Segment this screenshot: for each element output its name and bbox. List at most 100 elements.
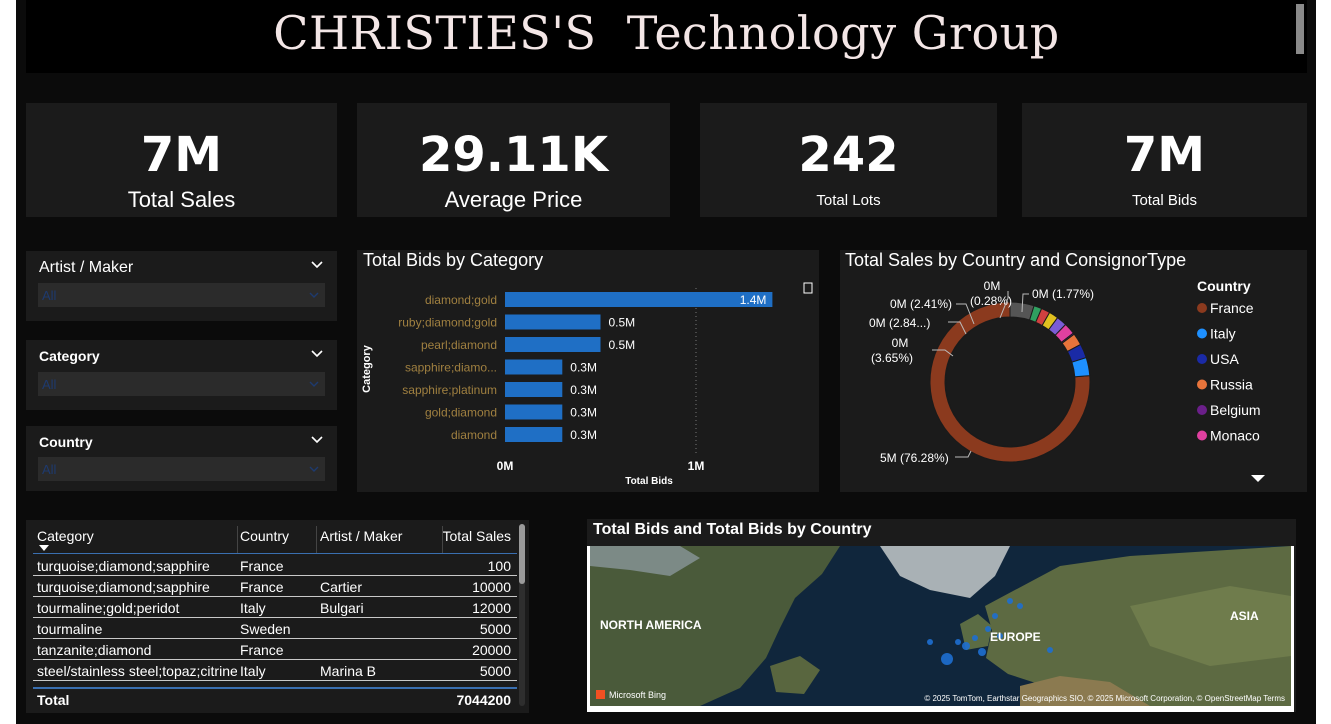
chevron-down-icon[interactable] bbox=[311, 434, 323, 446]
map-bubble[interactable] bbox=[985, 626, 991, 632]
data-label-russia: 0M (2.41%) bbox=[890, 297, 952, 311]
legend-item-label[interactable]: France bbox=[1210, 300, 1254, 316]
table-row[interactable]: tourmaline Sweden 5000 bbox=[33, 618, 517, 639]
table-cell: 12000 bbox=[472, 600, 511, 616]
kpi-label: Total Sales bbox=[127, 187, 236, 212]
bar-group: diamond;gold 1.4M ruby;diamond;gold 0.5M pea… bbox=[398, 292, 773, 442]
title-bar: CHRISTIES'S Technology Group bbox=[26, 0, 1307, 73]
bar[interactable] bbox=[505, 337, 601, 352]
map-bubble[interactable] bbox=[941, 653, 953, 665]
map-bubble[interactable] bbox=[1047, 647, 1053, 653]
kpi-card-total-bids[interactable]: 7M Total Bids bbox=[1022, 103, 1307, 217]
legend-item-label[interactable]: USA bbox=[1210, 351, 1239, 367]
slicer-country[interactable]: Country All bbox=[26, 426, 337, 491]
kpi-value: 7M bbox=[140, 127, 223, 183]
data-label-france: 5M (76.28%) bbox=[880, 451, 949, 465]
data-label-italy-pct: (3.65%) bbox=[871, 351, 913, 365]
kpi-card-average-price[interactable]: 29.11K Average Price bbox=[357, 103, 670, 217]
map-frame: NORTH AMERICA EUROPE ASIA Microsoft Bing… bbox=[587, 546, 1294, 712]
map-bubble[interactable] bbox=[927, 639, 933, 645]
bar-chart[interactable]: Category Total Bids 0M 1M diamond;gold 1.… bbox=[357, 250, 819, 492]
kpi-card-total-lots[interactable]: 242 Total Lots bbox=[700, 103, 997, 217]
table-cell: Marina B bbox=[320, 663, 377, 679]
data-label-other: 0M (1.77%) bbox=[1032, 287, 1094, 301]
column-header-category[interactable]: Category bbox=[37, 528, 94, 544]
legend-item-label[interactable]: Monaco bbox=[1210, 428, 1260, 444]
bar-chart-xlabel: Total Bids bbox=[625, 476, 673, 487]
focus-mode-icon[interactable] bbox=[803, 282, 813, 294]
legend-item-label[interactable]: Italy bbox=[1210, 326, 1236, 342]
table-row[interactable]: turquoise;diamond;sapphire France Cartier 1… bbox=[33, 576, 517, 597]
kpi-value: 29.11K bbox=[418, 127, 609, 183]
map-view[interactable]: NORTH AMERICA EUROPE ASIA Microsoft Bing… bbox=[590, 546, 1291, 706]
slicer-category[interactable]: Category All bbox=[26, 340, 337, 410]
sort-descending-icon[interactable] bbox=[39, 545, 49, 552]
donut-chart-panel[interactable]: Total Sales by Country and ConsignorType… bbox=[840, 250, 1307, 492]
legend-item-label[interactable]: Russia bbox=[1210, 377, 1253, 393]
table-row[interactable]: tanzanite;diamond France 20000 bbox=[33, 639, 517, 660]
legend-scroll-down-icon[interactable] bbox=[1251, 475, 1265, 482]
donut-slice[interactable] bbox=[1071, 356, 1091, 378]
table-scrollbar-thumb[interactable] bbox=[519, 524, 525, 584]
title-scrollbar[interactable] bbox=[1296, 4, 1304, 54]
sales-table[interactable]: Category Country Artist / Maker Total Sa… bbox=[26, 520, 529, 713]
slicer-dropdown[interactable]: All bbox=[38, 457, 325, 481]
donut-chart[interactable]: 5M (76.28%) 0M (3.65%) 0M (2.84...) 0M (… bbox=[840, 250, 1307, 492]
bar-chart-panel[interactable]: Total Bids by Category Category Total Bi… bbox=[357, 250, 819, 492]
data-label: 0.3M bbox=[570, 406, 597, 420]
table-row[interactable]: turquoise;diamond;sapphire France 100 bbox=[33, 555, 517, 576]
table-total-row: Total 7044200 bbox=[33, 687, 517, 709]
leader-line bbox=[948, 321, 967, 335]
kpi-label: Average Price bbox=[444, 187, 583, 212]
donut-hole bbox=[946, 318, 1074, 446]
slicer-title: Country bbox=[39, 434, 93, 450]
column-header-country[interactable]: Country bbox=[240, 528, 290, 544]
data-label-belgium: 0M bbox=[984, 279, 1001, 293]
category-label: diamond;gold bbox=[425, 293, 497, 307]
kpi-value: 7M bbox=[1123, 127, 1206, 183]
chevron-down-icon[interactable] bbox=[311, 348, 323, 360]
chevron-down-icon[interactable] bbox=[311, 259, 323, 271]
bar[interactable] bbox=[505, 314, 601, 330]
legend-item-label[interactable]: Belgium bbox=[1210, 402, 1261, 418]
slicer-dropdown[interactable]: All bbox=[38, 283, 325, 307]
kpi-value: 242 bbox=[798, 127, 899, 183]
slicer-dropdown[interactable]: All bbox=[38, 372, 325, 396]
map-bubble[interactable] bbox=[978, 648, 986, 656]
table-row[interactable]: tourmaline;gold;peridot Italy Bulgari 12000 bbox=[33, 597, 517, 618]
category-label: diamond bbox=[451, 428, 497, 442]
kpi-card-total-sales[interactable]: 7M Total Sales bbox=[26, 103, 337, 217]
table-cell: 5000 bbox=[479, 621, 511, 637]
column-header-total-sales[interactable]: Total Sales bbox=[442, 528, 511, 544]
table-cell: France bbox=[240, 558, 284, 574]
land-eurasia bbox=[985, 546, 1291, 706]
map-credit[interactable]: © 2025 TomTom, Earthstar Geographics SIO… bbox=[924, 694, 1285, 703]
table-row[interactable]: steel/stainless steel;topaz;citrine Italy… bbox=[33, 660, 517, 681]
column-header-artist[interactable]: Artist / Maker bbox=[320, 528, 403, 544]
bar[interactable] bbox=[505, 382, 563, 397]
slicer-artist-maker[interactable]: Artist / Maker All bbox=[26, 251, 337, 321]
map-bubble[interactable] bbox=[972, 635, 978, 641]
bar-chart-ylabel: Category bbox=[361, 344, 373, 393]
bar[interactable] bbox=[505, 427, 563, 442]
table-cell: France bbox=[240, 642, 284, 658]
table-scrollbar-track[interactable] bbox=[519, 524, 525, 706]
bar[interactable] bbox=[505, 404, 563, 420]
bar[interactable] bbox=[505, 292, 773, 307]
table-cell: tourmaline bbox=[37, 621, 103, 637]
table-cell: tourmaline;gold;peridot bbox=[37, 600, 180, 616]
map-bubble[interactable] bbox=[997, 633, 1003, 639]
donut-slice-group bbox=[929, 301, 1091, 463]
map-bubble[interactable] bbox=[992, 613, 998, 619]
legend: France Italy USA Russia Belgium Monaco bbox=[1197, 300, 1261, 444]
land-uk bbox=[960, 614, 992, 650]
map-bubble[interactable] bbox=[1017, 603, 1023, 609]
map-bubble[interactable] bbox=[955, 639, 961, 645]
bar[interactable] bbox=[505, 359, 563, 375]
map-bubble[interactable] bbox=[962, 642, 970, 650]
chevron-down-icon bbox=[309, 466, 319, 472]
map-bubble[interactable] bbox=[1007, 598, 1013, 604]
data-label: 0.5M bbox=[609, 338, 636, 352]
map-panel[interactable]: Total Bids and Total Bids by Country NOR… bbox=[587, 519, 1296, 712]
category-label: sapphire;diamo... bbox=[405, 361, 497, 375]
